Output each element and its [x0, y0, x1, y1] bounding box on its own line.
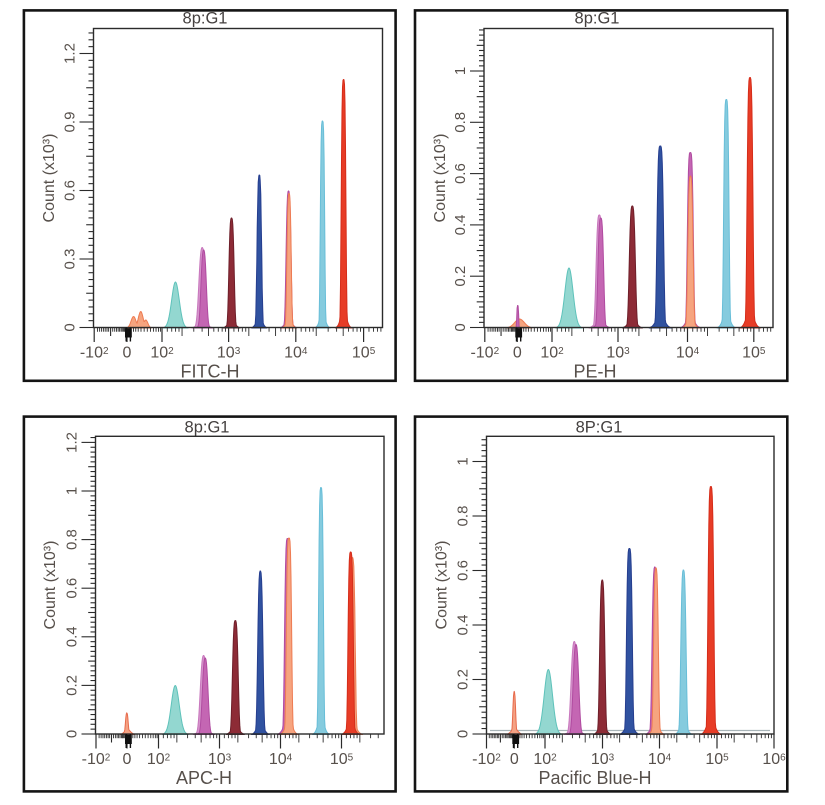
svg-text:0.9: 0.9: [61, 112, 78, 133]
svg-text:0: 0: [123, 345, 132, 362]
svg-text:0.6: 0.6: [452, 163, 469, 184]
svg-text:0: 0: [513, 345, 522, 362]
svg-text:0.8: 0.8: [452, 112, 469, 133]
svg-text:Count (x10³): Count (x10³): [432, 134, 449, 223]
svg-text:0: 0: [452, 323, 469, 331]
svg-text:1: 1: [63, 487, 80, 495]
svg-text:Pacific Blue-H: Pacific Blue-H: [538, 768, 651, 788]
svg-text:0: 0: [61, 323, 78, 331]
svg-text:8p:G1: 8p:G1: [575, 9, 620, 27]
svg-text:APC-H: APC-H: [176, 768, 232, 788]
svg-text:-102: -102: [82, 751, 111, 768]
svg-text:0.3: 0.3: [61, 249, 78, 270]
svg-text:0: 0: [510, 751, 519, 768]
svg-text:0.4: 0.4: [454, 615, 471, 636]
svg-text:0.8: 0.8: [454, 506, 471, 527]
svg-text:1.2: 1.2: [61, 43, 78, 64]
svg-text:0.4: 0.4: [63, 626, 80, 647]
svg-text:0: 0: [454, 730, 471, 738]
svg-text:0.6: 0.6: [454, 560, 471, 581]
svg-text:8p:G1: 8p:G1: [185, 419, 230, 437]
svg-text:1: 1: [452, 67, 469, 75]
svg-text:Count (x10³): Count (x10³): [41, 134, 58, 223]
svg-text:0.4: 0.4: [452, 214, 469, 235]
svg-text:0: 0: [63, 730, 80, 738]
svg-text:1: 1: [454, 457, 471, 465]
svg-text:0: 0: [123, 751, 132, 768]
svg-text:PE-H: PE-H: [573, 362, 616, 382]
svg-text:0.2: 0.2: [63, 675, 80, 696]
svg-text:8p:G1: 8p:G1: [183, 9, 228, 27]
svg-text:0.2: 0.2: [452, 266, 469, 287]
svg-text:8P:G1: 8P:G1: [576, 419, 623, 437]
svg-text:-102: -102: [470, 345, 499, 362]
svg-text:0.6: 0.6: [61, 180, 78, 201]
svg-text:Count (x10³): Count (x10³): [42, 541, 59, 630]
svg-text:Count (x10³): Count (x10³): [434, 541, 451, 630]
svg-text:FITC-H: FITC-H: [181, 362, 240, 382]
svg-text:0.2: 0.2: [454, 669, 471, 690]
svg-text:0.6: 0.6: [63, 578, 80, 599]
svg-text:-102: -102: [80, 345, 109, 362]
svg-text:0.8: 0.8: [63, 529, 80, 550]
svg-text:1.2: 1.2: [63, 432, 80, 453]
svg-text:-102: -102: [472, 751, 501, 768]
